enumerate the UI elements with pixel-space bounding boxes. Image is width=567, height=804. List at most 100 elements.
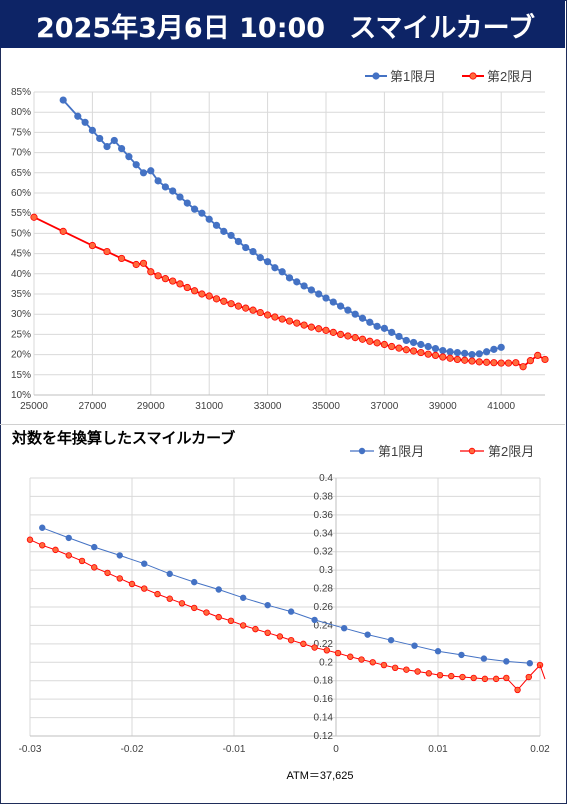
data-point-series-1 [366, 318, 374, 326]
data-point-series-1 [458, 651, 465, 659]
data-point-series-2 [249, 306, 257, 314]
y-tick-label: 0.18 [314, 676, 334, 687]
data-point-series-2 [154, 272, 162, 280]
data-point-series-2 [263, 311, 272, 319]
header-title: スマイルカーブ [349, 13, 535, 44]
data-point-series-1 [402, 336, 410, 345]
data-point-series-2 [128, 580, 136, 588]
data-point-series-1 [373, 322, 381, 330]
data-point-series-1 [424, 342, 432, 351]
data-point-series-1 [300, 282, 308, 290]
data-point-series-2 [178, 600, 186, 607]
data-point-series-2 [514, 686, 521, 694]
data-point-series-2 [176, 280, 184, 288]
data-point-series-2 [388, 342, 396, 351]
data-point-series-2 [169, 277, 177, 285]
data-point-series-2 [358, 656, 365, 663]
data-point-series-2 [166, 595, 173, 602]
data-point-series-1 [166, 570, 173, 578]
legend-marker-1 [372, 72, 380, 80]
data-point-series-2 [252, 625, 259, 633]
data-point-series-2 [414, 668, 421, 675]
data-point-series-2 [256, 308, 264, 317]
data-point-series-2 [132, 260, 140, 269]
header-date: 2025年3月6日 10:00 [36, 13, 326, 44]
data-point-series-2 [380, 661, 388, 669]
data-point-series-2 [88, 241, 97, 250]
data-point-series-2 [78, 557, 86, 565]
data-point-series-2 [322, 326, 330, 334]
legend-label-1: 第1限月 [378, 444, 424, 459]
data-point-series-1 [387, 636, 395, 644]
data-point-series-2 [536, 661, 544, 669]
data-point-series-2 [212, 295, 221, 303]
data-point-series-2 [191, 604, 198, 612]
y-tick-label: 25% [11, 329, 31, 340]
data-point-series-1 [411, 642, 418, 649]
y-tick-label: 40% [11, 269, 31, 280]
data-point-series-2 [311, 644, 318, 651]
data-point-series-2 [307, 323, 315, 331]
y-tick-label: 0.34 [314, 528, 334, 539]
data-point-series-1 [263, 258, 272, 266]
section-divider [0, 424, 565, 425]
data-point-series-2 [329, 328, 337, 336]
data-point-series-2 [482, 358, 491, 366]
data-point-series-2 [369, 659, 376, 666]
data-point-series-1 [191, 205, 199, 213]
y-tick-label: 0.28 [314, 584, 334, 595]
data-point-series-2 [154, 590, 161, 598]
data-point-series-1 [271, 264, 279, 272]
y-tick-label: 0.12 [314, 731, 334, 742]
data-point-series-1 [154, 177, 162, 185]
data-point-series-1 [242, 243, 250, 252]
data-point-series-1 [311, 616, 318, 624]
data-point-series-2 [264, 629, 271, 636]
data-point-series-2 [492, 675, 500, 683]
data-point-series-2 [334, 649, 342, 657]
data-point-series-2 [373, 339, 381, 347]
data-point-series-2 [541, 355, 549, 364]
data-point-series-2 [417, 348, 425, 357]
data-point-series-2 [287, 636, 295, 644]
y-tick-label: 30% [11, 309, 31, 320]
x-tick-label: 35000 [312, 401, 340, 412]
y-tick-label: 0.22 [314, 639, 334, 650]
data-point-series-2 [139, 259, 148, 267]
data-point-series-2 [234, 302, 242, 310]
data-point-series-1 [293, 278, 301, 286]
data-point-series-1 [351, 310, 359, 318]
x-tick-label: 29000 [137, 401, 165, 412]
data-point-series-1 [340, 624, 348, 632]
data-point-series-2 [315, 325, 323, 333]
data-point-series-2 [470, 674, 477, 682]
data-point-series-2 [276, 633, 284, 640]
x-tick-label: 33000 [254, 401, 282, 412]
log-annualized-smile-curve-chart: 対数を年換算したスマイルカーブ -0.03 -0.02 -0.01 0 0.01 0.02 0… [11, 429, 550, 782]
data-point-series-1 [116, 552, 123, 559]
data-point-series-2 [300, 640, 307, 648]
data-point-series-1 [482, 348, 491, 356]
y-tick-label: 65% [11, 168, 31, 179]
data-point-series-1 [409, 338, 418, 347]
data-point-series-1 [183, 199, 191, 207]
data-point-series-2 [65, 552, 72, 559]
data-point-series-2 [497, 359, 505, 367]
data-point-series-1 [118, 144, 126, 153]
data-point-series-1 [65, 534, 72, 542]
y-tick-label: 80% [11, 107, 31, 118]
data-point-series-2 [323, 647, 331, 654]
data-point-series-2 [403, 666, 410, 673]
data-point-series-1 [446, 348, 454, 356]
data-point-series-2 [439, 353, 447, 361]
data-point-series-2 [191, 287, 199, 295]
data-point-series-1 [141, 560, 148, 567]
data-point-series-2 [242, 304, 250, 312]
data-point-series-2 [380, 340, 388, 349]
y-tick-label: 45% [11, 249, 31, 260]
data-point-series-1 [74, 112, 82, 120]
data-point-series-2 [203, 609, 210, 616]
data-point-series-1 [96, 134, 104, 143]
y-tick-label: 70% [11, 148, 31, 159]
data-point-series-2 [446, 354, 454, 362]
